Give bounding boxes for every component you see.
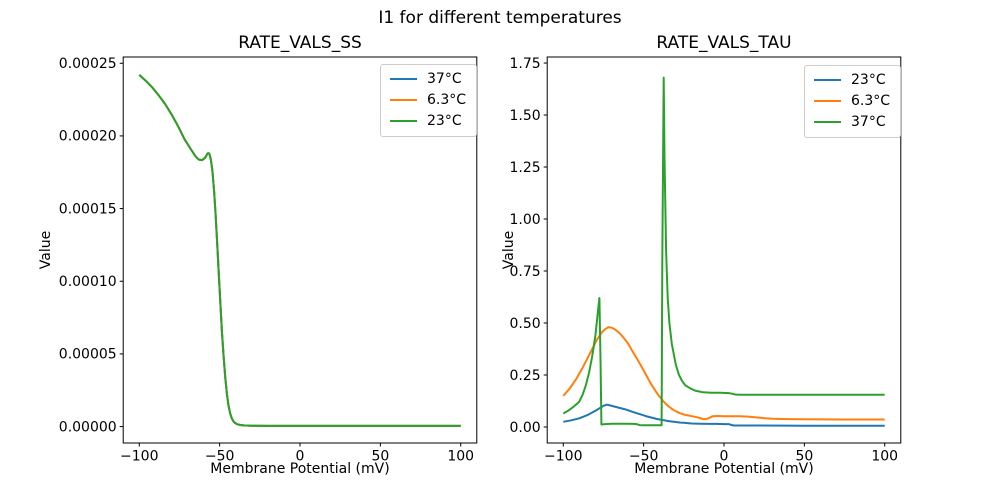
y-tick-label: 0.00005: [59, 347, 117, 363]
legend-swatch: [390, 119, 417, 123]
axes-frame: [122, 56, 478, 444]
y-tick-label: 0.50: [510, 316, 541, 332]
x-tick-label: 0: [296, 449, 305, 465]
series-line: [562, 76, 885, 427]
subplot-title-rate-vals-tau: RATE_VALS_TAU: [656, 33, 792, 53]
legend-swatch: [814, 99, 841, 103]
legend-swatch: [390, 98, 417, 102]
y-tick-label: 1.00: [510, 212, 541, 228]
x-tick-label: 50: [371, 449, 389, 465]
series-line: [138, 74, 461, 427]
x-axis-label-right: Membrane Potential (mV): [634, 461, 814, 477]
x-tick-label: 50: [795, 449, 813, 465]
y-tick-label: 1.75: [510, 56, 541, 72]
y-tick-label: 0.00025: [59, 56, 117, 72]
x-tick-label: −100: [544, 449, 582, 465]
x-tick-label: 100: [447, 449, 474, 465]
legend-item: 6.3°C: [814, 93, 890, 109]
legend-label: 23°C: [851, 72, 886, 88]
y-tick-label: 0.75: [510, 264, 541, 280]
y-axis-label-right: Value: [501, 230, 517, 270]
figure-title: I1 for different temperatures: [378, 8, 622, 28]
y-tick-label: 0.00010: [59, 274, 117, 290]
y-tick-label: 0.00015: [59, 201, 117, 217]
x-axis-label-left: Membrane Potential (mV): [210, 461, 390, 477]
legend-label: 37°C: [427, 71, 462, 87]
legend-item: 23°C: [390, 113, 466, 129]
y-tick-label: 0.00020: [59, 129, 117, 145]
legend-swatch: [814, 78, 841, 82]
legend-swatch: [390, 77, 417, 81]
legend-swatch: [814, 120, 841, 124]
x-tick-label: 0: [720, 449, 729, 465]
series-line: [563, 403, 885, 427]
x-tick-label: −50: [629, 449, 659, 465]
legend-item: 37°C: [814, 114, 890, 130]
subplot-title-rate-vals-ss: RATE_VALS_SS: [238, 33, 362, 53]
legend-rate-vals-tau: 23°C 6.3°C 37°C: [804, 65, 902, 138]
x-tick-label: −100: [120, 449, 158, 465]
y-tick-label: 0.25: [510, 368, 541, 384]
legend-item: 6.3°C: [390, 92, 466, 108]
axes-frame: [546, 56, 902, 444]
legend-item: 37°C: [390, 71, 466, 87]
x-tick-label: −50: [205, 449, 235, 465]
y-tick-label: 0.00000: [59, 419, 117, 435]
legend-item: 23°C: [814, 72, 890, 88]
legend-label: 6.3°C: [427, 92, 467, 108]
legend-rate-vals-ss: 37°C 6.3°C 23°C: [380, 64, 478, 137]
y-tick-label: 1.25: [510, 160, 541, 176]
legend-label: 6.3°C: [851, 93, 891, 109]
y-axis-label-left: Value: [38, 230, 54, 270]
series-line: [562, 326, 885, 421]
y-tick-label: 1.50: [510, 108, 541, 124]
legend-label: 37°C: [851, 114, 886, 130]
x-tick-label: 100: [871, 449, 898, 465]
legend-label: 23°C: [427, 113, 462, 129]
y-tick-label: 0.00: [510, 420, 541, 436]
